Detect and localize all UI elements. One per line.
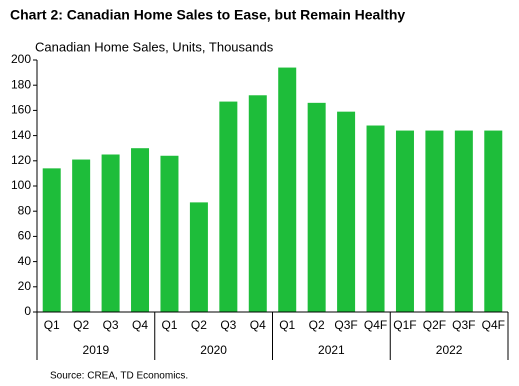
chart-title: Chart 2: Canadian Home Sales to Ease, bu… (10, 7, 405, 23)
x-tick-label: Q2 (309, 318, 325, 332)
y-tick-label: 100 (11, 178, 31, 192)
y-tick-label: 0 (24, 304, 31, 318)
bar (395, 130, 414, 312)
bar (248, 95, 267, 312)
x-tick-label: Q1 (279, 318, 295, 332)
y-tick-label: 200 (11, 52, 31, 66)
x-tick-label: Q3F (334, 318, 357, 332)
bar (160, 155, 179, 312)
y-tick-label: 80 (18, 203, 32, 217)
bar (278, 67, 297, 312)
x-tick-label: Q4 (132, 318, 148, 332)
x-tick-label: Q2 (191, 318, 207, 332)
bar (101, 154, 120, 312)
bar (425, 130, 444, 312)
bar (189, 202, 208, 312)
group-label: 2020 (200, 343, 227, 357)
x-tick-label: Q4F (482, 318, 505, 332)
x-tick-label: Q2F (423, 318, 446, 332)
bar (484, 130, 503, 312)
bar (219, 101, 238, 312)
source-note: Source: CREA, TD Economics. (50, 371, 188, 382)
y-tick-label: 160 (11, 103, 31, 117)
group-label: 2019 (83, 343, 110, 357)
y-tick-label: 40 (18, 254, 32, 268)
x-tick-label: Q2 (73, 318, 89, 332)
bar (72, 159, 91, 312)
x-tick-label: Q1F (393, 318, 416, 332)
x-tick-label: Q1 (44, 318, 60, 332)
chart-subtitle: Canadian Home Sales, Units, Thousands (35, 39, 274, 54)
y-tick-label: 140 (11, 128, 31, 142)
bar (337, 111, 356, 312)
x-tick-label: Q4 (250, 318, 266, 332)
bar (366, 125, 385, 313)
bar (307, 102, 326, 312)
x-tick-label: Q3 (220, 318, 236, 332)
y-tick-label: 20 (18, 279, 32, 293)
bar (454, 130, 473, 312)
y-tick-label: 180 (11, 77, 31, 91)
x-tick-label: Q1 (161, 318, 177, 332)
y-tick-label: 120 (11, 153, 31, 167)
group-label: 2021 (318, 343, 345, 357)
bar (42, 168, 61, 312)
x-tick-label: Q3F (452, 318, 475, 332)
x-tick-label: Q4F (364, 318, 387, 332)
y-tick-label: 60 (18, 229, 32, 243)
x-tick-label: Q3 (103, 318, 119, 332)
group-label: 2022 (436, 343, 463, 357)
bar (131, 148, 150, 312)
